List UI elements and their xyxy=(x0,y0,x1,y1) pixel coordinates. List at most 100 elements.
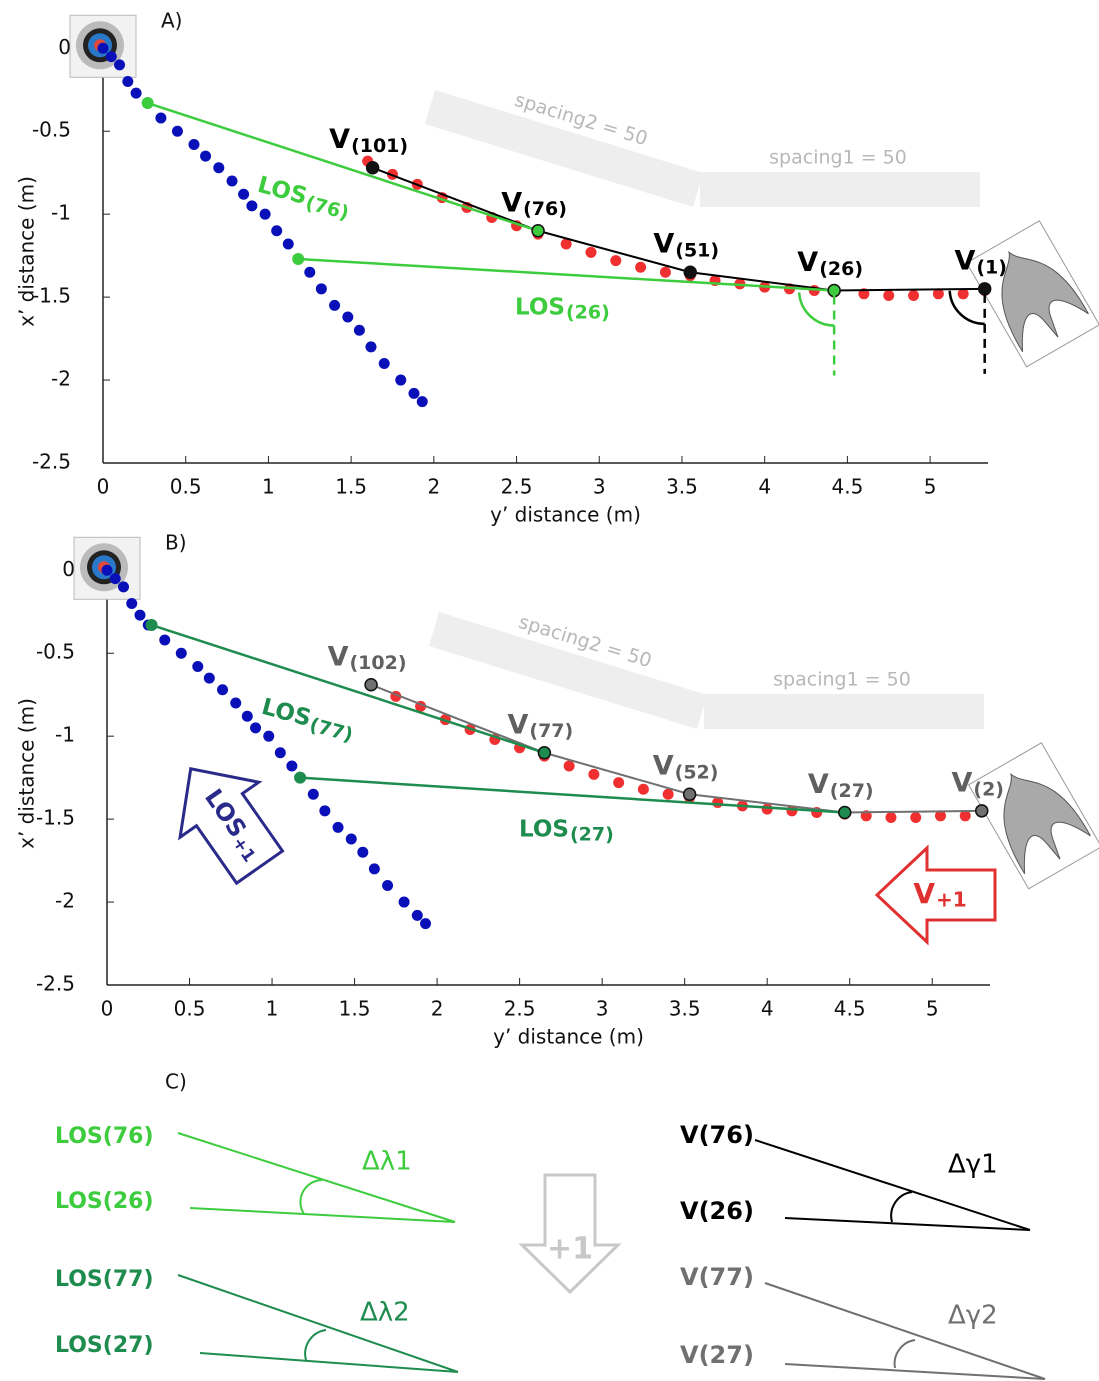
velocity-point xyxy=(364,678,378,692)
label-sub: (76) xyxy=(303,192,351,225)
x-tick-label: 0.5 xyxy=(170,475,202,499)
angle-arc xyxy=(797,292,835,327)
label: Δλ2 xyxy=(360,1298,410,1328)
data-point xyxy=(226,175,238,187)
data-point xyxy=(274,747,286,759)
data-point xyxy=(635,261,647,273)
data-point xyxy=(238,188,250,200)
y-tick-label: -1.5 xyxy=(32,284,71,308)
los-line xyxy=(147,101,539,232)
data-point xyxy=(203,672,215,684)
label-main: V xyxy=(328,641,349,672)
step-arrow xyxy=(518,1173,622,1295)
label-main: V xyxy=(653,751,674,782)
data-point xyxy=(246,200,258,212)
subscript-label: V (2) xyxy=(951,767,1004,800)
data-point xyxy=(662,788,674,800)
data-point xyxy=(560,238,572,250)
label-main: V xyxy=(329,124,350,155)
spacing-bar xyxy=(704,694,984,729)
data-point xyxy=(126,597,138,609)
data-point xyxy=(304,266,316,278)
data-point xyxy=(910,811,922,823)
bird-icon xyxy=(967,742,1099,890)
panel-label: A) xyxy=(161,9,182,33)
data-point xyxy=(213,162,225,174)
x-tick-label: 1 xyxy=(266,997,279,1021)
spacing-bar xyxy=(425,90,703,207)
label-main: V xyxy=(951,767,972,798)
y-tick-label: -2 xyxy=(55,889,75,913)
label-main: LOS xyxy=(255,172,310,210)
subscript-label: V (26) xyxy=(797,247,863,280)
data-point xyxy=(610,255,622,267)
x-tick-label: 0 xyxy=(97,475,110,499)
y-tick-label: -2.5 xyxy=(32,450,71,474)
data-point xyxy=(411,909,423,921)
subscript-label: V +1 xyxy=(913,877,966,912)
x-tick-label: 2.5 xyxy=(501,475,533,499)
data-point xyxy=(588,768,600,780)
angle-arc xyxy=(893,1339,916,1369)
data-point xyxy=(398,896,410,908)
data-point xyxy=(563,760,575,772)
data-point xyxy=(885,811,897,823)
data-point xyxy=(114,59,126,71)
x-tick-label: 4 xyxy=(761,997,774,1021)
data-point xyxy=(134,609,146,621)
v-arrow xyxy=(874,844,997,946)
data-point xyxy=(408,387,420,399)
subscript-label: V (1) xyxy=(954,245,1007,278)
x-tick-label: 3.5 xyxy=(669,997,701,1021)
data-point xyxy=(105,51,117,63)
subscript-label: V (102) xyxy=(328,641,407,674)
label-main: LOS xyxy=(515,295,565,321)
bird xyxy=(1003,772,1091,875)
data-point xyxy=(378,357,390,369)
label: LOS(26) xyxy=(55,1189,154,1214)
data-point xyxy=(282,238,294,250)
los-point xyxy=(141,97,154,110)
los-line xyxy=(199,1352,459,1373)
panel-label: B) xyxy=(165,531,187,555)
data-point xyxy=(883,289,895,301)
y-tick-label: 0 xyxy=(62,557,75,581)
data-point xyxy=(109,573,121,585)
data-point xyxy=(345,833,357,845)
label-sub: (51) xyxy=(675,240,719,262)
label-sub: +1 xyxy=(936,888,967,912)
arrow-shape xyxy=(178,766,285,886)
subscript-label: V (101) xyxy=(329,124,408,157)
velocity-point xyxy=(683,265,697,279)
subscript-label: V (27) xyxy=(808,769,874,802)
label: V(27) xyxy=(680,1341,754,1369)
label-main: V xyxy=(913,877,935,910)
y-tick-label: -1 xyxy=(55,723,75,747)
data-point xyxy=(934,810,946,822)
los-point xyxy=(294,771,307,784)
y-tick-label: -2.5 xyxy=(36,972,75,996)
label-main: LOS xyxy=(259,694,314,732)
y-tick-label: -2 xyxy=(51,367,71,391)
data-point xyxy=(761,803,773,815)
spacing-bar xyxy=(429,612,707,729)
label-sub: (26) xyxy=(566,302,610,324)
v-line xyxy=(784,1363,1046,1380)
data-point xyxy=(420,918,432,930)
angle-arc xyxy=(299,1179,323,1215)
data-point xyxy=(585,246,597,258)
label-main: V xyxy=(797,247,818,278)
x-tick-label: 1.5 xyxy=(339,997,371,1021)
data-point xyxy=(319,805,331,817)
v-line xyxy=(784,1217,1031,1231)
velocity-point xyxy=(974,804,989,818)
label-sub: (102) xyxy=(350,652,407,674)
x-tick-label: 2 xyxy=(431,997,444,1021)
x-axis-label: y’ distance (m) xyxy=(490,503,641,527)
spacing-bar xyxy=(700,172,980,207)
y-tick-label: -0.5 xyxy=(36,640,75,664)
subscript-label: V (52) xyxy=(653,751,719,784)
x-tick-label: 4 xyxy=(758,475,771,499)
x-tick-label: 0 xyxy=(101,997,114,1021)
label-sub: (101) xyxy=(351,135,408,157)
